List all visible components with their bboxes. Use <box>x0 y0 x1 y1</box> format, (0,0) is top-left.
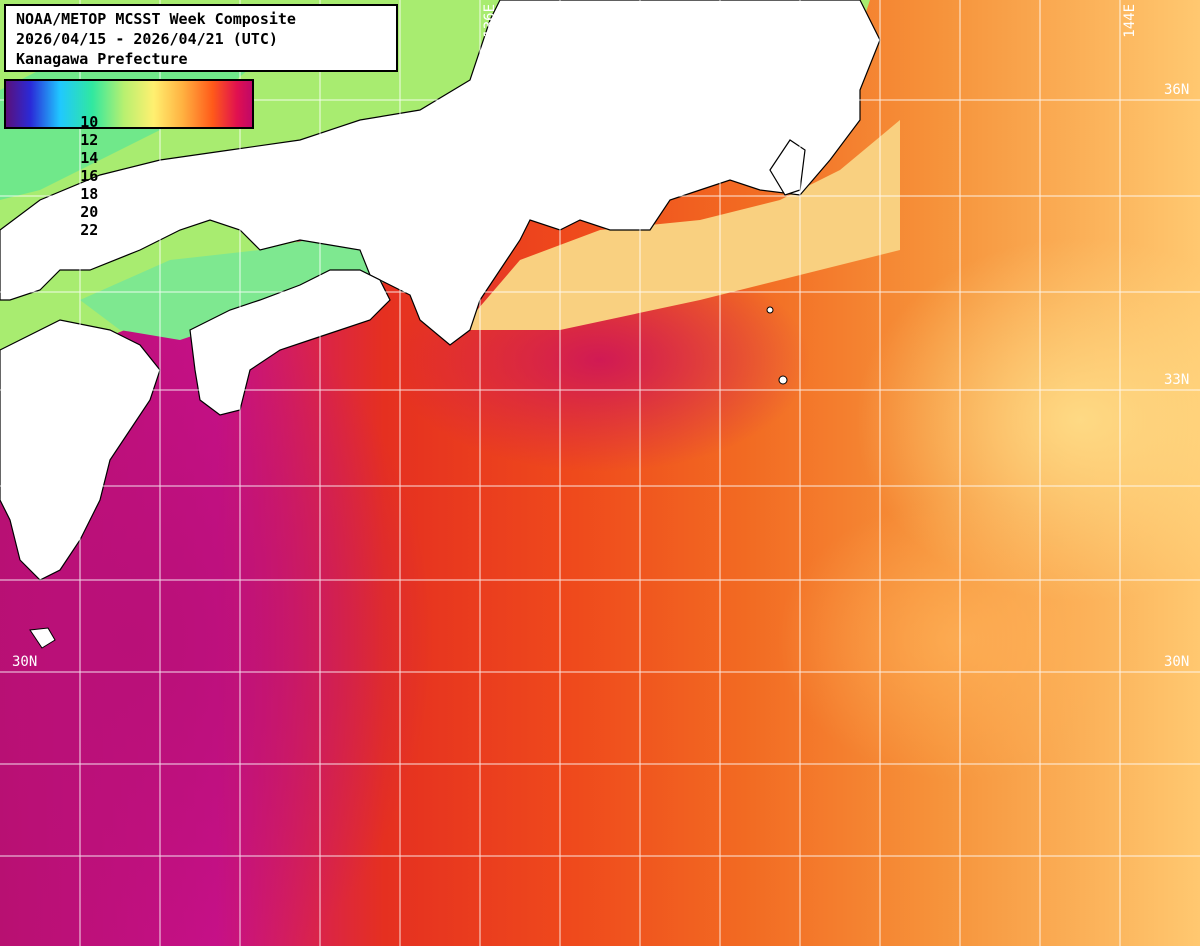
title-line-2: 2026/04/15 - 2026/04/21 (UTC) <box>16 30 278 48</box>
lat-label-30n-right: 30N <box>1164 654 1190 670</box>
izu-peninsula <box>769 139 806 196</box>
legend-tick: 18 <box>80 185 99 203</box>
legend-ticks: 10 12 14 16 18 20 22 <box>26 95 98 257</box>
title-line-3: Kanagawa Prefecture <box>16 50 188 68</box>
lat-label-36n: 36N <box>1164 82 1190 98</box>
legend-tick: 22 <box>80 221 99 239</box>
title-box: NOAA/METOP MCSST Week Composite 2026/04/… <box>4 4 398 72</box>
lat-label-30n-left: 30N <box>12 654 38 670</box>
inland-sea <box>80 230 430 340</box>
small-island <box>29 627 56 649</box>
bay-waters <box>460 120 900 330</box>
islet <box>778 375 788 385</box>
legend-tick: 10 <box>80 113 99 131</box>
legend-tick: 20 <box>80 203 99 221</box>
color-scale-legend: 10 12 14 16 18 20 22 <box>4 79 254 239</box>
legend-tick: 16 <box>80 167 99 185</box>
islet <box>766 306 774 314</box>
lon-label-144e: 144E <box>1122 4 1138 38</box>
title-line-1: NOAA/METOP MCSST Week Composite <box>16 10 296 28</box>
legend-tick: 12 <box>80 131 99 149</box>
lat-label-33n: 33N <box>1164 372 1190 388</box>
lon-label-136e: 136E <box>482 4 498 38</box>
legend-tick: 14 <box>80 149 99 167</box>
